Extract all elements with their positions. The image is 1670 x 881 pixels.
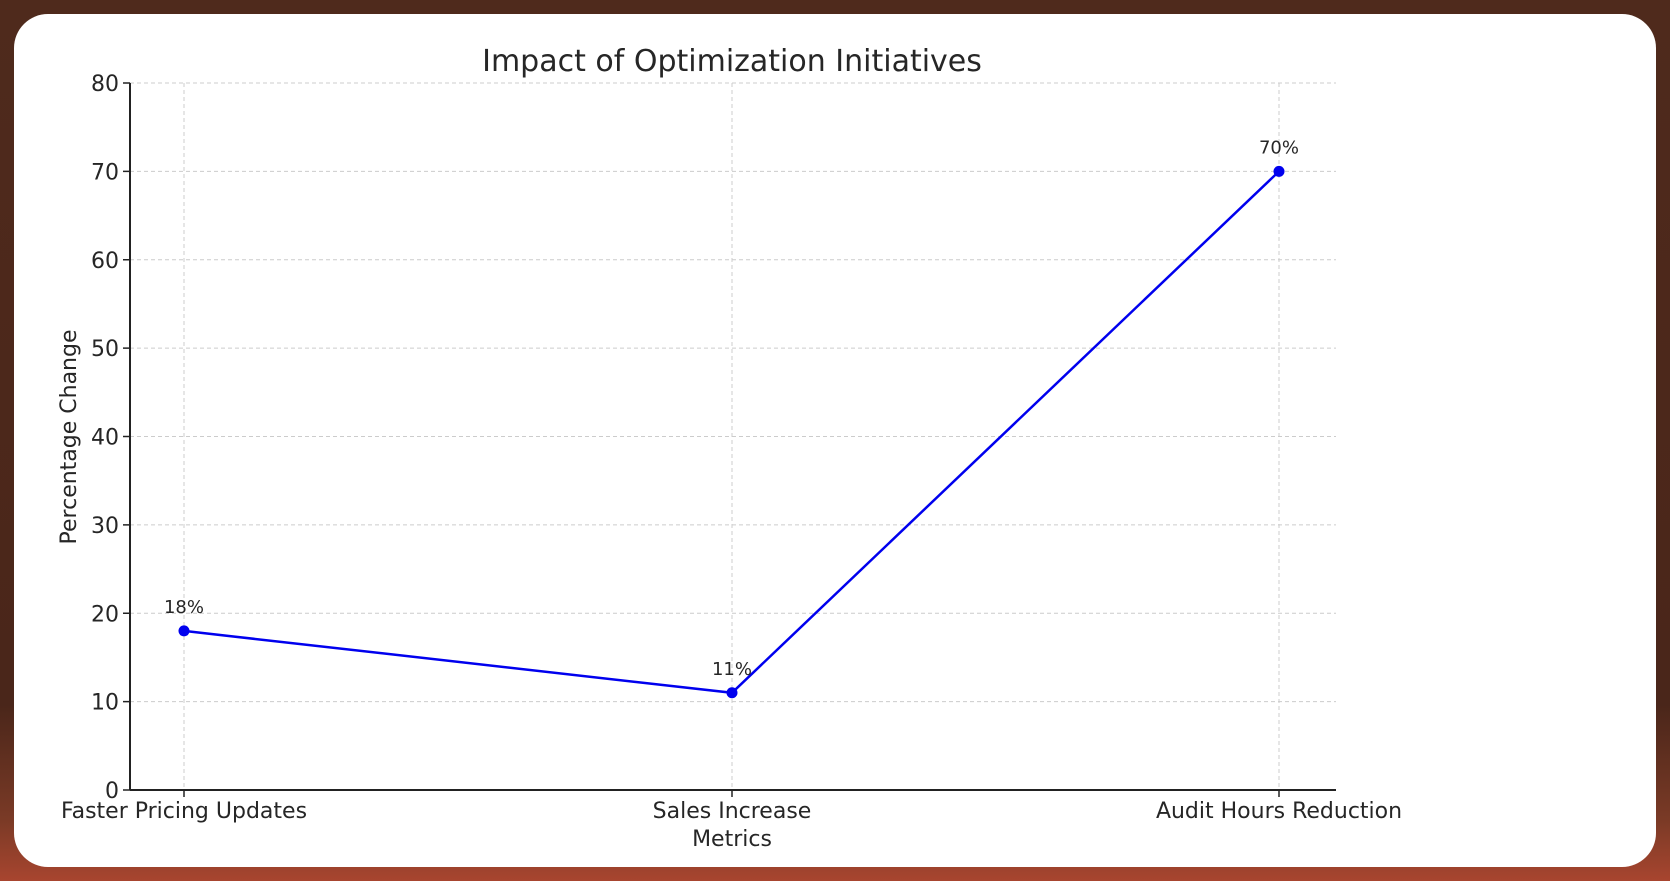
- y-tick-label: 20: [91, 602, 119, 627]
- chart-title: Impact of Optimization Initiatives: [482, 44, 982, 79]
- data-point: [178, 625, 190, 637]
- data-label: 18%: [164, 597, 204, 618]
- x-tick-label: Sales Increase: [653, 799, 812, 824]
- marks: 18% 11% 70%: [164, 137, 1299, 699]
- x-tick-label: Faster Pricing Updates: [61, 799, 307, 824]
- y-tick-label: 40: [91, 426, 119, 451]
- x-axis-label: Metrics: [692, 827, 772, 852]
- grid: [130, 82, 1336, 791]
- data-point: [726, 687, 738, 699]
- y-tick-label: 30: [91, 514, 119, 539]
- data-label: 70%: [1259, 137, 1299, 158]
- chart-card: [14, 14, 1656, 867]
- y-tick-label: 70: [91, 160, 119, 185]
- data-point: [1273, 165, 1285, 177]
- y-tick-label: 60: [91, 249, 119, 274]
- axes: 0 10 20 30 40 50 60 70 80 Faster Pricing Updates S…: [61, 72, 1402, 824]
- y-tick-label: 0: [105, 779, 119, 804]
- y-tick-label: 80: [91, 72, 119, 97]
- data-label: 11%: [712, 659, 752, 680]
- series-line: [183, 170, 1280, 695]
- y-tick-label: 50: [91, 337, 119, 362]
- y-tick-label: 10: [91, 691, 119, 716]
- y-axis-label: Percentage Change: [57, 330, 82, 545]
- x-tick-label: Audit Hours Reduction: [1156, 799, 1402, 824]
